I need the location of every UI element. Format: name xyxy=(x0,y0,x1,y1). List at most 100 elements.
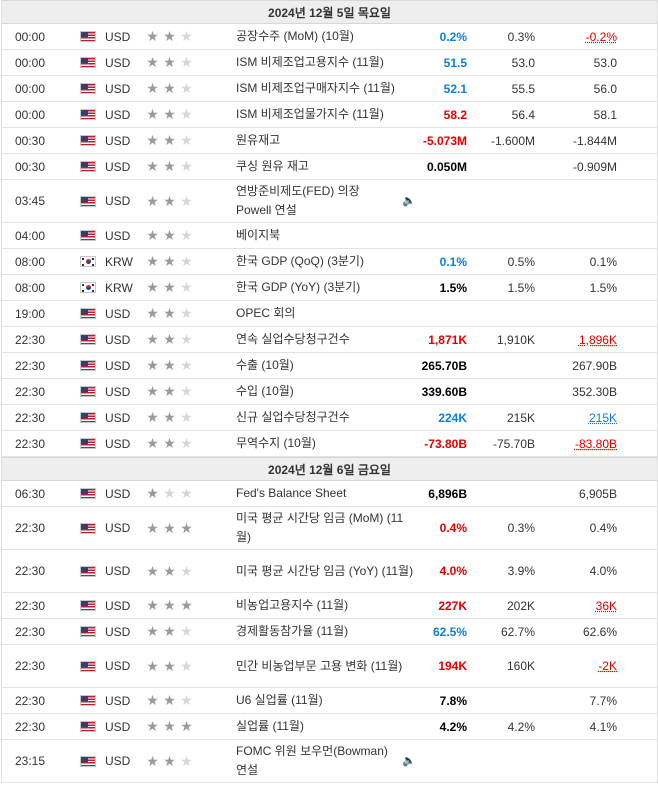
event-name[interactable]: OPEC 회의 xyxy=(236,301,416,326)
star-icon: ★ xyxy=(180,562,193,579)
event-name[interactable]: 공장수주 (MoM) (10월) xyxy=(236,24,416,49)
event-name[interactable]: 연방준비제도(FED) 의장 Powell 연설 🔈 xyxy=(236,180,416,222)
event-label[interactable]: 연속 실업수당청구건수 xyxy=(236,332,350,346)
event-name[interactable]: 미국 평균 시간당 임금 (YoY) (11월) xyxy=(236,550,416,592)
star-icon: ★ xyxy=(146,519,159,536)
event-row[interactable]: 00:00 USD ★ ★ ★ 공장수주 (MoM) (10월) 0.2% 0.3% -0.2% xyxy=(2,24,657,50)
event-row[interactable]: 08:00 KRW ★ ★ ★ 한국 GDP (QoQ) (3분기) 0.1% 0.5% 0.1… xyxy=(2,249,657,275)
event-label[interactable]: 무역수지 (10월) xyxy=(236,436,316,450)
event-label[interactable]: 한국 GDP (QoQ) (3분기) xyxy=(236,254,364,268)
star-icon: ★ xyxy=(146,158,159,174)
event-name[interactable]: 한국 GDP (QoQ) (3분기) xyxy=(236,249,416,274)
event-row[interactable]: 22:30 USD ★ ★ ★ 무역수지 (10월) -73.80B -75.70B -83.8… xyxy=(2,431,657,457)
event-label[interactable]: 베이지북 xyxy=(236,228,281,242)
event-name[interactable]: ISM 비제조업물가지수 (11월) xyxy=(236,102,416,127)
flag-cell xyxy=(80,714,98,739)
event-row[interactable]: 08:00 KRW ★ ★ ★ 한국 GDP (YoY) (3분기) 1.5% 1.5% 1.5… xyxy=(2,275,657,301)
event-label[interactable]: 쿠싱 원유 재고 xyxy=(236,159,309,173)
event-label[interactable]: 한국 GDP (YoY) (3분기) xyxy=(236,280,361,294)
event-row[interactable]: 22:30 USD ★ ★ ★ U6 실업률 (11월) 7.8% 7.7% xyxy=(2,688,657,714)
previous-text: 1.5% xyxy=(589,280,617,295)
event-label[interactable]: ISM 비제조업고용지수 (11월) xyxy=(236,55,384,69)
event-name[interactable]: 연속 실업수당청구건수 xyxy=(236,327,416,352)
event-name[interactable]: 쿠싱 원유 재고 xyxy=(236,154,416,179)
event-row[interactable]: 23:15 USD ★ ★ ★ FOMC 위원 보우먼(Bowman) 연설 🔈 xyxy=(2,740,657,783)
event-row[interactable]: 06:30 USD ★ ★ ★ Fed's Balance Sheet 6,896B 6,90… xyxy=(2,481,657,507)
importance-rating: ★ ★ ★ xyxy=(145,249,205,274)
event-label[interactable]: 미국 평균 시간당 임금 (YoY) (11월) xyxy=(236,563,414,578)
event-row[interactable]: 22:30 USD ★ ★ ★ 미국 평균 시간당 임금 (MoM) (11월) 0.4% 0… xyxy=(2,507,657,550)
event-row[interactable]: 22:30 USD ★ ★ ★ 연속 실업수당청구건수 1,871K 1,910K 1,896K xyxy=(2,327,657,353)
event-name[interactable]: 원유재고 xyxy=(236,128,416,153)
event-label[interactable]: 미국 평균 시간당 임금 (MoM) (11월) xyxy=(236,511,404,544)
event-label[interactable]: 공장수주 (MoM) (10월) xyxy=(236,29,354,43)
importance-rating: ★ ★ ★ xyxy=(145,507,205,549)
event-label[interactable]: 수입 (10월) xyxy=(236,384,294,398)
forecast-value xyxy=(465,481,535,506)
event-name[interactable]: 신규 실업수당청구건수 xyxy=(236,405,416,430)
event-name[interactable]: 민간 비농업부문 고용 변화 (11월) xyxy=(236,645,416,687)
event-row[interactable]: 22:30 USD ★ ★ ★ 수입 (10월) 339.60B 352.30B xyxy=(2,379,657,405)
event-label[interactable]: OPEC 회의 xyxy=(236,306,296,320)
importance-rating: ★ ★ ★ xyxy=(145,327,205,352)
event-label[interactable]: FOMC 위원 보우먼(Bowman) 연설 xyxy=(236,744,388,777)
previous-text: -0.2% xyxy=(585,29,617,44)
event-time: 22:30 xyxy=(15,719,46,734)
event-label[interactable]: 연방준비제도(FED) 의장 Powell 연설 xyxy=(236,184,360,217)
event-name[interactable]: ISM 비제조업고용지수 (11월) xyxy=(236,50,416,75)
event-name[interactable]: 경제활동참가율 (11월) xyxy=(236,619,416,644)
event-name[interactable]: ISM 비제조업구매자지수 (11월) xyxy=(236,76,416,101)
event-row[interactable]: 22:30 USD ★ ★ ★ 미국 평균 시간당 임금 (YoY) (11월) 4.0% 3… xyxy=(2,550,657,593)
event-row[interactable]: 00:00 USD ★ ★ ★ ISM 비제조업물가지수 (11월) 58.2 56.4 58.… xyxy=(2,102,657,128)
event-row[interactable]: 00:00 USD ★ ★ ★ ISM 비제조업구매자지수 (11월) 52.1 55.5 56… xyxy=(2,76,657,102)
event-label[interactable]: 민간 비농업부문 고용 변화 (11월) xyxy=(236,658,403,673)
event-row[interactable]: 00:30 USD ★ ★ ★ 쿠싱 원유 재고 0.050M -0.909M xyxy=(2,154,657,180)
flag-cell xyxy=(80,481,98,506)
star-icon: ★ xyxy=(180,305,193,321)
event-time: 00:00 xyxy=(15,55,46,70)
event-time: 22:30 xyxy=(15,659,46,673)
event-row[interactable]: 22:30 USD ★ ★ ★ 신규 실업수당청구건수 224K 215K 215K xyxy=(2,405,657,431)
previous-value: 62.6% xyxy=(537,619,617,644)
event-label[interactable]: 경제활동참가율 (11월) xyxy=(236,624,349,638)
event-label[interactable]: ISM 비제조업물가지수 (11월) xyxy=(236,107,384,121)
event-name[interactable]: 수입 (10월) xyxy=(236,379,416,404)
event-name[interactable]: 미국 평균 시간당 임금 (MoM) (11월) xyxy=(236,507,416,549)
event-row[interactable]: 22:30 USD ★ ★ ★ 수출 (10월) 265.70B 267.90B xyxy=(2,353,657,379)
currency: USD xyxy=(105,754,131,768)
event-name[interactable]: 베이지북 xyxy=(236,223,416,248)
event-name[interactable]: 수출 (10월) xyxy=(236,353,416,378)
event-label[interactable]: 비농업고용지수 (11월) xyxy=(236,598,349,612)
event-row[interactable]: 22:30 USD ★ ★ ★ 민간 비농업부문 고용 변화 (11월) 194K 160K -… xyxy=(2,645,657,688)
event-label[interactable]: 원유재고 xyxy=(236,133,281,147)
event-label[interactable]: 신규 실업수당청구건수 xyxy=(236,410,350,424)
event-name[interactable]: FOMC 위원 보우먼(Bowman) 연설 🔈 xyxy=(236,740,416,782)
event-row[interactable]: 04:00 USD ★ ★ ★ 베이지북 xyxy=(2,223,657,249)
star-icon: ★ xyxy=(163,718,176,734)
event-name[interactable]: Fed's Balance Sheet xyxy=(236,481,416,506)
flag-cell xyxy=(80,740,98,782)
event-row[interactable]: 19:00 USD ★ ★ ★ OPEC 회의 xyxy=(2,301,657,327)
event-name[interactable]: 한국 GDP (YoY) (3분기) xyxy=(236,275,416,300)
event-name[interactable]: 비농업고용지수 (11월) xyxy=(236,593,416,618)
event-label[interactable]: 실업률 (11월) xyxy=(236,719,304,733)
event-name[interactable]: 무역수지 (10월) xyxy=(236,431,416,456)
actual-value: 4.0% xyxy=(439,564,467,578)
event-row[interactable]: 22:30 USD ★ ★ ★ 비농업고용지수 (11월) 227K 202K 36K xyxy=(2,593,657,619)
previous-text: 0.4% xyxy=(589,521,617,535)
event-row[interactable]: 22:30 USD ★ ★ ★ 실업률 (11월) 4.2% 4.2% 4.1% xyxy=(2,714,657,740)
event-row[interactable]: 00:00 USD ★ ★ ★ ISM 비제조업고용지수 (11월) 51.5 53.0 53.… xyxy=(2,50,657,76)
event-label[interactable]: 수출 (10월) xyxy=(236,358,294,372)
event-name[interactable]: 실업률 (11월) xyxy=(236,714,416,739)
event-label[interactable]: Fed's Balance Sheet xyxy=(236,486,347,500)
star-icon: ★ xyxy=(163,158,176,174)
currency: USD xyxy=(105,436,131,451)
event-row[interactable]: 22:30 USD ★ ★ ★ 경제활동참가율 (11월) 62.5% 62.7% 62.6% xyxy=(2,619,657,645)
event-name[interactable]: U6 실업률 (11월) xyxy=(236,688,416,713)
event-row[interactable]: 00:30 USD ★ ★ ★ 원유재고 -5.073M -1.600M -1.844M xyxy=(2,128,657,154)
event-row[interactable]: 03:45 USD ★ ★ ★ 연방준비제도(FED) 의장 Powell 연설 🔈 xyxy=(2,180,657,223)
us-flag-icon xyxy=(80,660,96,672)
event-label[interactable]: ISM 비제조업구매자지수 (11월) xyxy=(236,81,395,95)
currency: USD xyxy=(105,624,131,639)
event-label[interactable]: U6 실업률 (11월) xyxy=(236,693,323,707)
